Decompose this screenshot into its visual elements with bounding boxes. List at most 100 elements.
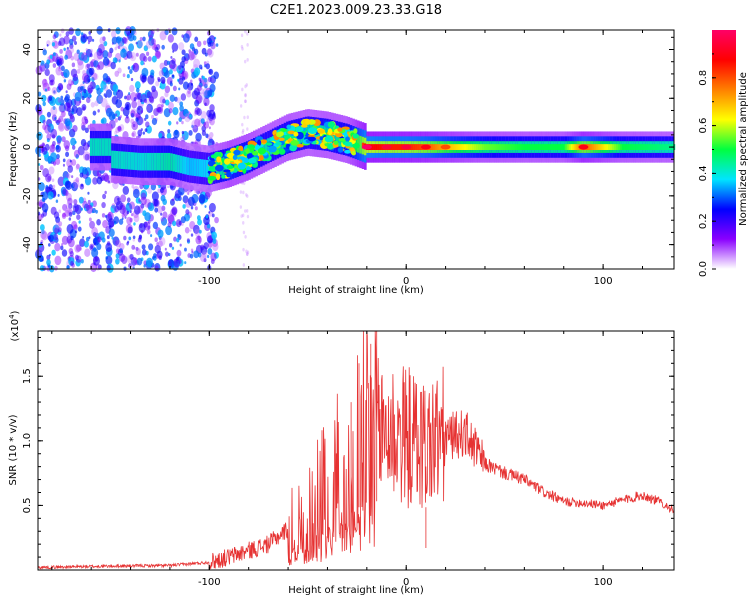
noise-blob bbox=[202, 87, 209, 96]
ridge-band bbox=[123, 151, 126, 170]
noise-blob bbox=[162, 67, 167, 73]
noise-blob bbox=[56, 135, 62, 143]
noise-blob bbox=[240, 214, 243, 218]
noise-blob bbox=[167, 221, 172, 228]
noise-blob bbox=[157, 188, 161, 194]
noise-blob bbox=[89, 61, 94, 68]
ridge-core bbox=[643, 144, 646, 150]
noise-blob bbox=[117, 67, 122, 74]
noise-blob bbox=[131, 100, 138, 109]
noise-blob bbox=[68, 46, 74, 54]
ridge-core bbox=[613, 144, 617, 150]
noise-blob bbox=[171, 207, 178, 215]
noise-blob bbox=[195, 132, 202, 142]
noise-blob bbox=[180, 93, 187, 101]
noise-blob bbox=[179, 105, 184, 112]
ridge-core bbox=[611, 144, 615, 150]
ridge-point bbox=[226, 171, 232, 178]
ridge-band bbox=[94, 138, 98, 156]
noise-blob bbox=[120, 194, 127, 203]
noise-blob bbox=[124, 215, 127, 219]
noise-blob bbox=[97, 61, 104, 70]
ridge-core bbox=[641, 144, 644, 150]
noise-blob bbox=[113, 216, 120, 224]
noise-blob bbox=[141, 67, 149, 78]
ridge-point bbox=[289, 144, 298, 152]
noise-blob bbox=[73, 224, 78, 231]
noise-blob bbox=[210, 252, 217, 262]
noise-blob bbox=[189, 43, 195, 50]
ridge-point bbox=[233, 149, 241, 156]
noise-blob bbox=[81, 52, 88, 61]
colorbar-gradient bbox=[712, 30, 736, 269]
noise-blob bbox=[131, 132, 135, 137]
noise-blob bbox=[173, 258, 181, 268]
noise-blob bbox=[111, 36, 118, 45]
noise-blob bbox=[244, 234, 247, 239]
noise-blob bbox=[115, 200, 123, 211]
noise-blob bbox=[151, 117, 158, 126]
ridge-point bbox=[265, 142, 273, 146]
noise-blob bbox=[48, 74, 55, 83]
ridge-point bbox=[275, 141, 282, 146]
snr-background bbox=[38, 331, 674, 570]
noise-blob bbox=[160, 194, 166, 202]
noise-blob bbox=[40, 60, 45, 66]
noise-blob bbox=[75, 28, 81, 37]
ridge-band bbox=[106, 138, 110, 156]
noise-blob bbox=[206, 30, 211, 36]
ridge-core bbox=[617, 144, 621, 150]
ridge-band bbox=[118, 151, 121, 169]
noise-blob bbox=[39, 229, 47, 240]
spectrogram-x-ticks: -100 0 100 bbox=[51, 30, 643, 287]
noise-blob bbox=[37, 213, 43, 222]
noise-blob bbox=[126, 197, 131, 203]
noise-blob bbox=[173, 129, 180, 139]
noise-blob bbox=[211, 78, 215, 83]
noise-blob bbox=[119, 115, 122, 119]
noise-blob bbox=[242, 190, 245, 195]
noise-blob bbox=[78, 196, 84, 204]
ridge-point bbox=[353, 128, 358, 134]
noise-blob bbox=[46, 254, 51, 261]
noise-blob bbox=[137, 40, 144, 48]
ridge-band bbox=[151, 152, 154, 171]
noise-blob bbox=[197, 218, 202, 226]
ridge-point bbox=[258, 155, 264, 161]
noise-blob bbox=[185, 37, 188, 42]
noise-blob bbox=[246, 252, 249, 257]
noise-blob bbox=[39, 265, 45, 272]
noise-blob bbox=[91, 38, 95, 42]
noise-blob bbox=[164, 29, 169, 36]
noise-blob bbox=[146, 103, 153, 113]
noise-blob bbox=[184, 113, 191, 123]
ridge-core bbox=[546, 144, 550, 150]
noise-blob bbox=[141, 75, 147, 83]
noise-blob bbox=[108, 180, 111, 184]
noise-blob bbox=[80, 258, 84, 264]
ridge-band bbox=[92, 138, 95, 156]
noise-blob bbox=[182, 195, 189, 204]
noise-blob bbox=[39, 224, 45, 231]
noise-blob bbox=[245, 83, 248, 87]
noise-blob bbox=[115, 110, 120, 118]
noise-blob bbox=[76, 49, 80, 55]
ridge-core bbox=[493, 144, 497, 150]
noise-blob bbox=[173, 236, 177, 242]
noise-blob bbox=[106, 264, 111, 271]
snr-y-axis-label: SNR (10 * v/v) bbox=[8, 414, 19, 485]
noise-blob bbox=[187, 51, 195, 61]
noise-blob bbox=[198, 229, 202, 234]
noise-blob bbox=[62, 163, 66, 167]
snr-x-axis-label: Height of straight line (km) bbox=[288, 585, 424, 596]
noise-blob bbox=[112, 236, 120, 246]
ridge-core bbox=[596, 144, 599, 150]
ridge-point bbox=[319, 136, 324, 141]
ridge-core bbox=[413, 144, 416, 150]
noise-blob bbox=[194, 206, 198, 211]
noise-blob bbox=[168, 101, 174, 110]
ridge-point bbox=[296, 143, 304, 148]
noise-blob bbox=[42, 78, 47, 86]
noise-blob bbox=[196, 40, 202, 48]
noise-blob bbox=[171, 198, 175, 202]
